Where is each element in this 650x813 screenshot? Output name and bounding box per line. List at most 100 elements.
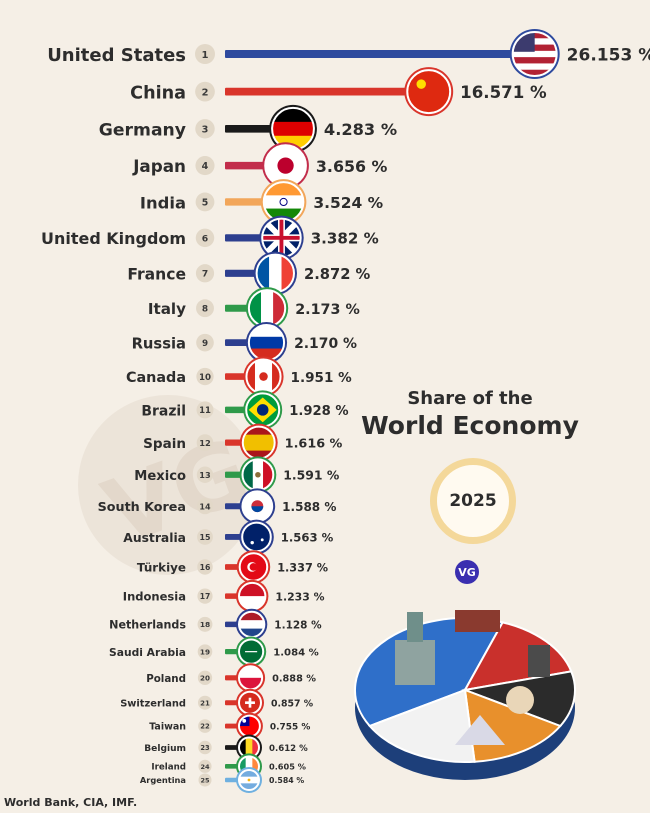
- value-label: 4.283 %: [324, 120, 397, 139]
- value-label: 1.337 %: [277, 561, 328, 574]
- value-label: 0.755 %: [270, 723, 310, 733]
- rank-badge: [197, 529, 213, 545]
- watermark-circle: [78, 395, 258, 575]
- country-label: Russia: [132, 335, 186, 352]
- bar-row: Brazil 11 1.928 %: [141, 390, 349, 430]
- country-label: Saudi Arabia: [109, 646, 186, 659]
- value-label: 1.588 %: [282, 500, 336, 514]
- bar-row: Russia 9 2.170 %: [132, 322, 357, 364]
- country-label: Canada: [126, 370, 186, 386]
- rank-badge: [195, 228, 215, 248]
- rank-badge: [196, 434, 214, 451]
- year-text: 2025: [449, 491, 497, 511]
- rank-number: 3: [202, 125, 209, 136]
- rank-number: 13: [199, 470, 211, 480]
- country-label: France: [127, 265, 186, 283]
- bar-row: Türkiye 16 1.337 %: [137, 550, 328, 584]
- bar: [225, 439, 243, 446]
- flag-china-icon: [407, 70, 451, 114]
- bar: [225, 675, 239, 681]
- value-label: 0.888 %: [272, 674, 316, 685]
- country-label: Brazil: [141, 403, 186, 419]
- vg-logo-icon: VG: [455, 560, 479, 584]
- bar: [225, 593, 239, 599]
- value-label: 1.591 %: [283, 468, 340, 483]
- mountain: [455, 715, 505, 745]
- country-label: Argentina: [140, 775, 186, 785]
- bar: [225, 649, 239, 655]
- flag-japan-icon: [265, 145, 306, 186]
- flag-mexico-icon: [242, 459, 274, 491]
- bar-row: France 7 2.872 %: [127, 251, 371, 295]
- flag-ireland-icon: [239, 756, 259, 777]
- rank-badge: [195, 156, 215, 176]
- country-label: Indonesia: [123, 590, 186, 604]
- bar-row: Italy 8 2.173 %: [148, 287, 360, 330]
- rank-badge: [198, 773, 212, 787]
- value-label: 26.153 %: [567, 46, 650, 66]
- rank-number: 16: [200, 563, 211, 572]
- rank-number: 24: [200, 763, 210, 771]
- bar: [225, 87, 408, 96]
- rank-badge: [195, 264, 215, 283]
- flag-argentina-icon: [239, 770, 259, 790]
- value-label: 3.382 %: [311, 230, 379, 248]
- bar-row: Ireland 24 0.605 %: [151, 753, 306, 780]
- value-label: 1.616 %: [285, 437, 343, 452]
- rank-number: 12: [199, 438, 211, 448]
- great-wall: [455, 610, 500, 632]
- rank-badge: [197, 644, 213, 659]
- country-label: Taiwan: [149, 722, 186, 733]
- rank-number: 18: [200, 620, 210, 629]
- value-label: 1.928 %: [289, 404, 348, 419]
- rank-badge: [197, 616, 213, 632]
- bar: [225, 269, 257, 277]
- country-label: China: [130, 83, 186, 103]
- rank-badge: [196, 401, 214, 419]
- rank-badge: [198, 759, 212, 773]
- bar: [225, 700, 239, 706]
- rank-number: 19: [200, 647, 210, 656]
- flag-border: [238, 769, 260, 791]
- rank-badge: [197, 588, 213, 604]
- flag-poland-icon: [239, 666, 263, 690]
- bar: [225, 373, 247, 380]
- statue-figure: [407, 612, 423, 642]
- country-label: United Kingdom: [41, 229, 186, 248]
- flag-netherlands-icon: [239, 611, 265, 638]
- bar-row: Canada 10 1.951 %: [126, 356, 352, 397]
- value-label: 16.571 %: [460, 83, 547, 102]
- country-label: South Korea: [98, 500, 186, 515]
- bar-row: Australia 15 1.563 %: [123, 519, 334, 555]
- rank-number: 2: [202, 87, 209, 98]
- flag-canada-icon: [246, 359, 281, 394]
- bar: [225, 471, 243, 478]
- rank-number: 4: [202, 161, 209, 172]
- bar: [225, 764, 239, 769]
- country-label: Switzerland: [120, 699, 186, 710]
- title-line-2: World Economy: [361, 411, 579, 440]
- country-label: Australia: [123, 531, 186, 545]
- bar: [225, 564, 240, 570]
- value-label: 1.233 %: [275, 590, 324, 603]
- rank-number: 14: [199, 502, 211, 511]
- source-note: World Bank, CIA, IMF.: [4, 796, 138, 809]
- flag-switzerland-icon: [239, 691, 261, 714]
- rank-number: 22: [200, 723, 210, 731]
- rank-badge: [197, 559, 213, 575]
- value-label: 0.612 %: [269, 744, 308, 754]
- country-label: India: [140, 193, 186, 212]
- bar-row: Taiwan 22 0.755 %: [149, 712, 310, 740]
- rank-badge: [195, 44, 215, 64]
- statue-base: [395, 640, 435, 685]
- value-label: 1.128 %: [274, 619, 322, 631]
- value-label: 0.584 %: [269, 776, 304, 785]
- bar: [225, 50, 513, 58]
- title-line-1: Share of the: [407, 388, 533, 409]
- bar-row: United States 1 26.153 %: [47, 29, 650, 79]
- bar-row: Belgium 23 0.612 %: [144, 734, 308, 761]
- bar: [225, 234, 263, 242]
- flag-spain-icon: [242, 426, 275, 459]
